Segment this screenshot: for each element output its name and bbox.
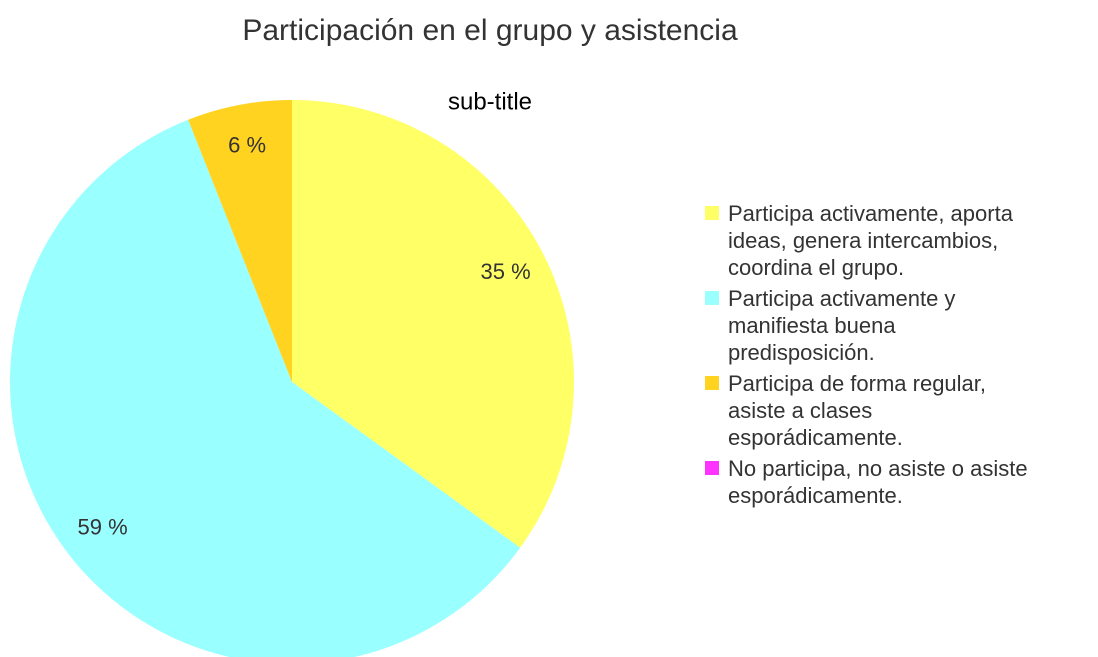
legend-item: No participa, no asiste o asiste esporád…	[705, 455, 1045, 509]
legend-label: Participa activamente, aporta ideas, gen…	[728, 201, 1013, 280]
pie-slice	[188, 100, 292, 382]
pie-slice	[10, 119, 521, 657]
legend: Participa activamente, aporta ideas, gen…	[705, 200, 1045, 513]
legend-swatch	[705, 461, 719, 475]
data-label: 59 %	[78, 515, 128, 540]
data-label: 35 %	[480, 259, 530, 284]
legend-label: No participa, no asiste o asiste esporád…	[728, 456, 1028, 508]
legend-swatch	[705, 206, 719, 220]
legend-swatch	[705, 376, 719, 390]
chart-title: Participación en el grupo y asistencia	[242, 14, 738, 47]
pie-slice	[292, 100, 575, 548]
chart-subtitle: sub-title	[448, 88, 532, 115]
legend-item: Participa activamente, aporta ideas, gen…	[705, 200, 1045, 281]
data-label: 6 %	[228, 132, 266, 157]
legend-label: Participa de forma regular, asiste a cla…	[728, 371, 987, 450]
legend-item: Participa de forma regular, asiste a cla…	[705, 370, 1045, 451]
legend-label: Participa activamente y manifiesta buena…	[728, 286, 956, 365]
legend-swatch	[705, 291, 719, 305]
legend-item: Participa activamente y manifiesta buena…	[705, 285, 1045, 366]
